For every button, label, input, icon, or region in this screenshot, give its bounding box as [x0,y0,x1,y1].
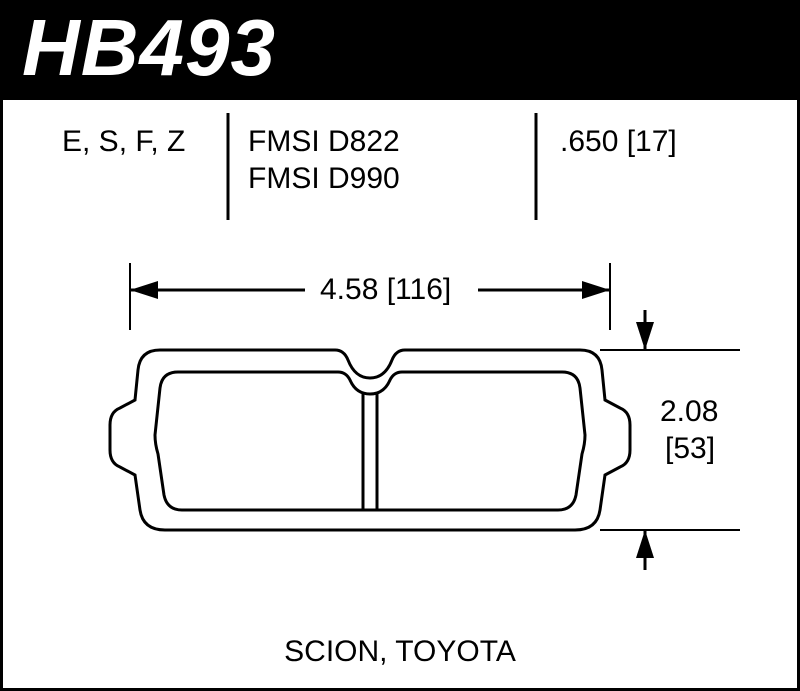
height-dimension-mm: [53] [665,432,715,466]
height-dimension-inches: 2.08 [660,395,718,429]
technical-diagram [0,0,800,691]
compound-codes: E, S, F, Z [62,125,185,159]
fmsi-code-2: FMSI D990 [248,162,400,196]
vehicle-makes: SCION, TOYOTA [0,635,800,669]
width-dimension: 4.58 [116] [320,273,451,307]
fmsi-code-1: FMSI D822 [248,125,400,159]
thickness-spec: .650 [17] [560,125,677,159]
